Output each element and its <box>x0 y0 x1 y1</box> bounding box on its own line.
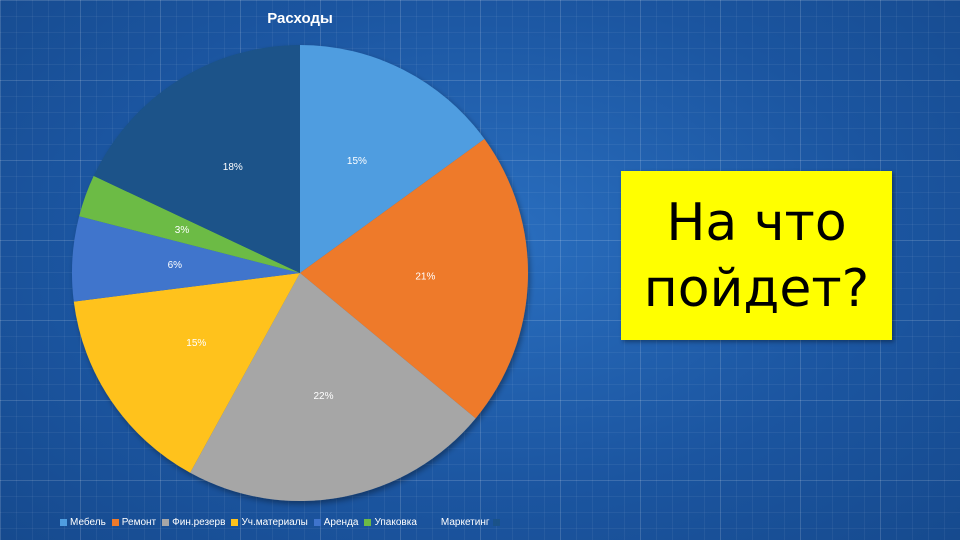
legend-item: Уч.материалы <box>231 517 308 528</box>
pie-slice <box>79 175 300 273</box>
legend-item: Аренда <box>313 517 359 528</box>
pie-slice <box>190 273 476 501</box>
slice-label: 21% <box>415 272 435 283</box>
legend-swatch <box>111 519 119 526</box>
pie-slice <box>300 45 485 273</box>
slice-label: 18% <box>223 162 243 173</box>
slice-label: 15% <box>186 338 206 349</box>
legend-item: Ремонт <box>111 517 157 528</box>
pie-slice <box>72 216 300 302</box>
pie-slice <box>73 273 300 473</box>
legend-swatch <box>162 519 170 526</box>
legend-label: Аренда <box>323 517 359 528</box>
question-callout: На что пойдет? <box>621 171 892 340</box>
legend-label: Мебель <box>70 517 106 528</box>
callout-line-2: пойдет? <box>643 258 870 319</box>
slice-label: 3% <box>175 225 190 236</box>
chart-title: Расходы <box>267 10 333 27</box>
chart-legend: Мебель Ремонт Фин.резерв Уч.материалы Аренда… <box>60 517 500 528</box>
legend-swatch <box>313 519 321 526</box>
slice-label: 22% <box>313 391 333 402</box>
slice-label: 15% <box>347 156 367 167</box>
legend-item: Фин.резерв <box>162 517 225 528</box>
legend-item: Маркетинг <box>441 517 500 528</box>
legend-swatch <box>364 519 372 526</box>
legend-label: Ремонт <box>121 517 157 528</box>
legend-item: Упаковка <box>364 517 417 528</box>
legend-item: Мебель <box>60 517 106 528</box>
legend-swatch <box>60 519 67 526</box>
callout-line-1: На что <box>666 192 847 253</box>
legend-label: Уч.материалы <box>241 517 308 528</box>
pie-slice <box>93 45 300 273</box>
pie-slice <box>300 138 528 419</box>
legend-label: Упаковка <box>374 517 417 528</box>
legend-swatch <box>492 519 500 526</box>
legend-swatch <box>231 519 239 526</box>
slice-label: 6% <box>168 260 183 271</box>
legend-label: Маркетинг <box>440 517 490 528</box>
legend-label: Фин.резерв <box>172 517 226 528</box>
